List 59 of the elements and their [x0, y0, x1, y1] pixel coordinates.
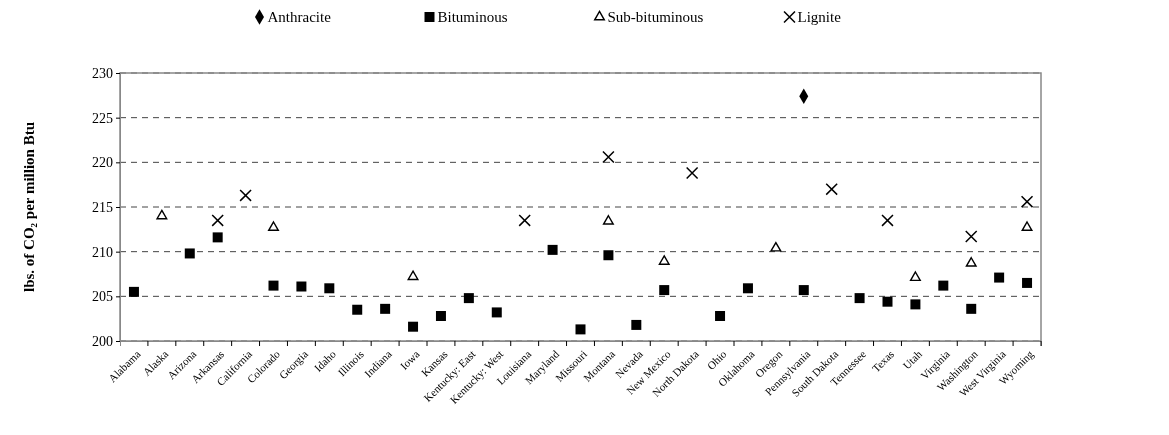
point: [267, 221, 280, 232]
point: [491, 307, 502, 318]
point: [128, 286, 139, 297]
y-tick-label: 225: [92, 110, 113, 126]
point: [854, 293, 865, 304]
point: [211, 214, 224, 227]
point: [1020, 195, 1034, 208]
y-tick-label: 215: [92, 199, 113, 215]
point: [602, 215, 614, 225]
point: [742, 283, 753, 294]
point: [881, 214, 894, 227]
point: [770, 241, 782, 252]
y-tick-label: 230: [92, 65, 113, 81]
y-tick-label: 200: [92, 333, 113, 349]
point: [1022, 277, 1033, 288]
point: [212, 232, 223, 243]
point: [909, 271, 921, 282]
point: [296, 281, 307, 292]
point: [965, 257, 977, 267]
y-tick-label: 220: [92, 155, 113, 171]
point: [575, 324, 586, 335]
point: [602, 150, 615, 164]
legend-label: Bituminous: [437, 9, 508, 25]
x-tick-label: Utah: [900, 347, 925, 372]
point: [631, 319, 642, 330]
point: [184, 248, 195, 259]
point: [407, 270, 419, 281]
point: [715, 310, 726, 321]
point: [994, 272, 1005, 283]
point: [1021, 221, 1033, 232]
point: [324, 283, 335, 294]
point: [435, 310, 446, 321]
point: [547, 244, 558, 255]
x-tick-label: Iowa: [397, 347, 422, 372]
point: [658, 255, 670, 265]
point: [268, 280, 279, 291]
point: [910, 299, 921, 310]
point: [352, 304, 363, 315]
point: [603, 250, 614, 261]
point: [659, 285, 670, 296]
legend-label: Anthracite: [267, 9, 332, 25]
point: [685, 166, 699, 180]
point: [965, 230, 978, 243]
point: [156, 209, 168, 220]
legend-label: Lignite: [797, 9, 842, 25]
point: [825, 182, 838, 196]
point: [239, 189, 252, 202]
y-axis-title: lbs. of CO₂ per million Btu: [21, 121, 37, 293]
y-tick-label: 210: [92, 244, 113, 260]
point: [882, 296, 893, 307]
y-tick-label: 205: [92, 289, 113, 305]
point: [380, 303, 391, 314]
point: [518, 214, 531, 227]
point: [408, 321, 419, 332]
legend-label: Sub-bituminous: [607, 9, 704, 25]
point: [966, 303, 977, 314]
point: [938, 280, 949, 291]
point: [463, 293, 474, 304]
point: [798, 285, 809, 296]
